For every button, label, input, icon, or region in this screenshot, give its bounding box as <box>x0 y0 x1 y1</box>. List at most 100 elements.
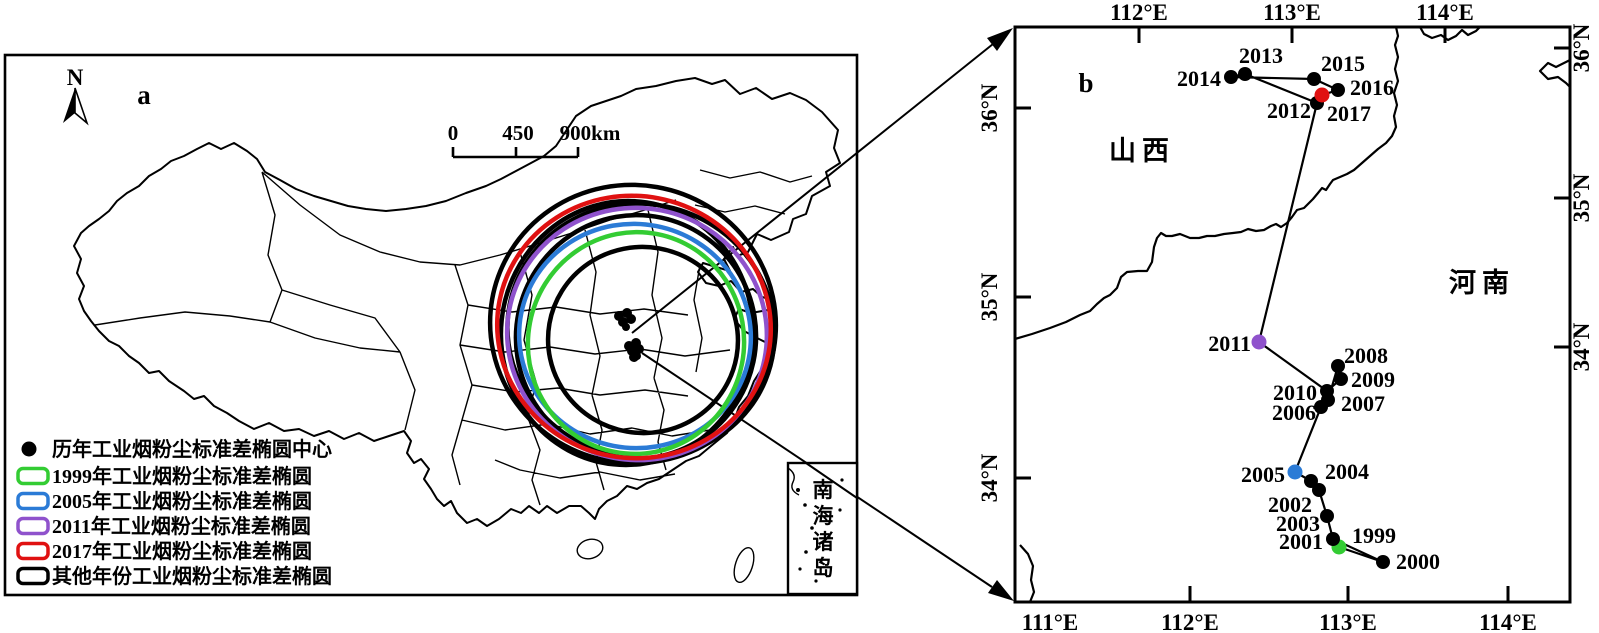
legend-ellipse-swatch <box>16 466 50 486</box>
bottom-axis-label: 112°E <box>1161 610 1219 633</box>
year-label-2008: 2008 <box>1344 343 1388 368</box>
leader-arrowhead-top <box>987 28 1013 51</box>
year-point-2011 <box>1251 334 1267 350</box>
legend-ellipse-swatch <box>16 541 50 561</box>
year-point-2001 <box>1326 532 1340 546</box>
scale-bar: 0 450 900km <box>448 121 621 159</box>
sde-ellipses <box>487 182 779 468</box>
legend-item: 2011年工业烟粉尘标准差椭圆 <box>16 514 311 538</box>
legend-item-label: 其他年份工业烟粉尘标准差椭圆 <box>52 564 332 588</box>
legend-item-label: 2005年工业烟粉尘标准差椭圆 <box>52 489 312 513</box>
year-point-2013 <box>1238 67 1252 81</box>
right-axis-label: 36°N <box>1569 23 1594 72</box>
year-label-2001: 2001 <box>1279 529 1323 554</box>
year-point-2004 <box>1304 474 1318 488</box>
legend-ellipse-swatch <box>16 491 50 511</box>
taiwan-island <box>733 546 755 584</box>
year-label-2013: 2013 <box>1239 43 1283 68</box>
legend-dot-swatch <box>21 441 37 457</box>
year-point-2009 <box>1334 372 1348 386</box>
year-point-2002 <box>1320 509 1334 523</box>
region-label: 山西 <box>1109 136 1175 166</box>
year-point-2008 <box>1331 359 1345 373</box>
boundary-bottom-left <box>1019 544 1036 603</box>
inset-islands <box>796 478 844 583</box>
bottom-axis-label: 113°E <box>1319 610 1377 633</box>
top-axis-label: 113°E <box>1263 0 1321 25</box>
year-label-2006: 2006 <box>1272 400 1316 425</box>
inset-label-char: 岛 <box>813 556 834 580</box>
shanxi-henan-boundary <box>1014 26 1400 341</box>
year-label-2007: 2007 <box>1341 391 1385 416</box>
year-point-2005 <box>1287 464 1303 480</box>
legend-item: 其他年份工业烟粉尘标准差椭圆 <box>16 564 332 588</box>
inset-label-char: 海 <box>813 504 834 528</box>
legend: 历年工业烟粉尘标准差椭圆中心 1999年工业烟粉尘标准差椭圆2005年工业烟粉尘标… <box>16 437 332 588</box>
north-arrow: N <box>63 65 89 126</box>
year-point-2014 <box>1224 70 1238 84</box>
bottom-axis-label: 111°E <box>1022 610 1079 633</box>
year-point-2016 <box>1331 83 1345 97</box>
top-axis-label: 114°E <box>1416 0 1474 25</box>
year-label-2005: 2005 <box>1241 462 1285 487</box>
panel-b-label: b <box>1078 68 1093 98</box>
north-arrow-right <box>74 87 89 126</box>
year-label-2014: 2014 <box>1177 66 1221 91</box>
panel-a-label: a <box>137 80 151 110</box>
left-axis-label: 34°N <box>977 453 1002 502</box>
year-label-2009: 2009 <box>1351 367 1395 392</box>
scale-bar-label: 0 <box>448 121 459 145</box>
boundary-top-notch <box>1419 26 1481 42</box>
year-label-2017: 2017 <box>1327 101 1371 126</box>
bottom-axis-label: 114°E <box>1479 610 1537 633</box>
year-label-2011: 2011 <box>1208 331 1251 356</box>
legend-ellipse-swatch <box>16 566 50 586</box>
boundary-right-squiggle <box>1538 59 1571 88</box>
year-label-2015: 2015 <box>1321 51 1365 76</box>
ellipse-center-dots <box>614 308 644 362</box>
legend-item-label: 1999年工业烟粉尘标准差椭圆 <box>52 464 312 488</box>
right-axis-label: 34°N <box>1569 322 1594 371</box>
year-label-2003: 2003 <box>1276 511 1320 536</box>
legend-ellipse-swatch <box>16 516 50 536</box>
legend-item: 历年工业烟粉尘标准差椭圆中心 <box>21 437 332 461</box>
right-axis-label: 35°N <box>1569 173 1594 222</box>
leader-line-through-inset <box>805 462 858 499</box>
trajectory-line <box>1230 72 1384 564</box>
year-point-2000 <box>1376 555 1390 569</box>
top-axis-label: 112°E <box>1110 0 1168 25</box>
year-label-2010: 2010 <box>1273 380 1317 405</box>
inset-label-char: 南 <box>813 478 834 502</box>
year-label-2016: 2016 <box>1350 75 1394 100</box>
north-arrow-left <box>63 88 75 123</box>
ellipse-2005 <box>516 221 754 451</box>
legend-item-label: 历年工业烟粉尘标准差椭圆中心 <box>52 437 332 461</box>
leader-line-top <box>631 43 994 334</box>
legend-item: 2017年工业烟粉尘标准差椭圆 <box>16 539 312 563</box>
scale-bar-label: 450 <box>502 121 534 145</box>
legend-item: 2005年工业烟粉尘标准差椭圆 <box>16 489 312 513</box>
scale-bar-label: 900km <box>560 121 621 145</box>
year-label-2012: 2012 <box>1267 98 1311 123</box>
year-point-2003 <box>1312 483 1326 497</box>
legend-item-label: 2011年工业烟粉尘标准差椭圆 <box>52 514 311 538</box>
legend-item: 1999年工业烟粉尘标准差椭圆 <box>16 464 312 488</box>
year-label-1999: 1999 <box>1352 523 1396 548</box>
panel-b-boundaries <box>1014 26 1571 603</box>
ellipse-other-inner <box>545 244 741 436</box>
region-label: 河南 <box>1449 268 1515 298</box>
scale-bar-line <box>451 147 580 159</box>
hainan-island <box>576 538 604 560</box>
year-label-2000: 2000 <box>1396 549 1440 574</box>
legend-item-label: 2017年工业烟粉尘标准差椭圆 <box>52 539 312 563</box>
year-point-2010 <box>1320 384 1334 398</box>
axes: 112°E 113°E 114°E 111°E 112°E 113°E 114°E 36°N 3… <box>977 0 1594 633</box>
panel-a-border <box>3 53 859 597</box>
inset-label-char: 诸 <box>813 530 834 554</box>
left-axis-label: 36°N <box>977 83 1002 132</box>
inset-border <box>786 461 859 596</box>
